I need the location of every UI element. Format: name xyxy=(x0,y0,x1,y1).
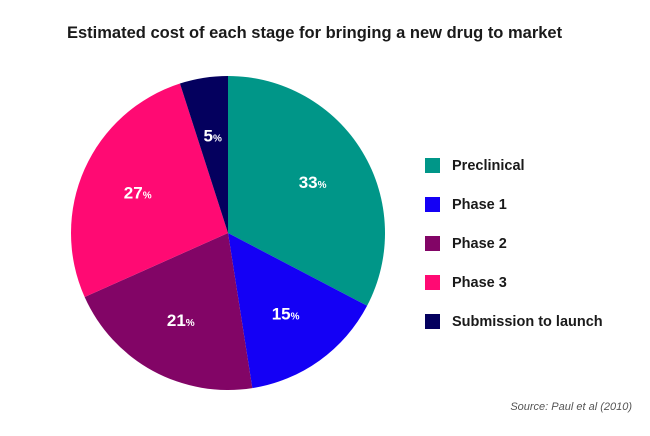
pie-slice-phase-1[interactable] xyxy=(228,233,368,389)
legend-item-phase-2[interactable]: Phase 2 xyxy=(425,224,640,263)
legend-label: Phase 2 xyxy=(452,235,507,252)
slice-value-label-submission-to-launch: 5% xyxy=(203,126,221,145)
pie-slices xyxy=(70,76,385,391)
pie-slice-phase-3[interactable] xyxy=(70,83,229,298)
legend-label: Preclinical xyxy=(452,157,525,174)
legend-swatch-preclinical xyxy=(425,158,440,173)
legend-item-submission-to-launch[interactable]: Submission to launch xyxy=(425,302,640,341)
legend-swatch-phase-2 xyxy=(425,236,440,251)
pie-slice-phase-2[interactable] xyxy=(84,233,253,391)
source-note: Source: Paul et al (2010) xyxy=(510,401,632,413)
legend-swatch-submission-to-launch xyxy=(425,314,440,329)
slice-value-label-phase-3: 27% xyxy=(124,184,152,203)
legend-swatch-phase-1 xyxy=(425,197,440,212)
slice-value-label-phase-1: 15% xyxy=(272,304,300,323)
pie-slice-labels: 33% 15% 21% 27% 5% xyxy=(124,126,327,330)
legend-swatch-phase-3 xyxy=(425,275,440,290)
pie-slice-preclinical[interactable] xyxy=(228,76,385,306)
legend-label: Submission to launch xyxy=(452,313,603,330)
slice-value-label-phase-2: 21% xyxy=(167,311,195,330)
chart-title: Estimated cost of each stage for bringin… xyxy=(67,24,563,42)
slice-value-label-preclinical: 33% xyxy=(299,173,327,192)
legend-label: Phase 1 xyxy=(452,196,507,213)
pie-slice-submission-to-launch[interactable] xyxy=(179,76,228,233)
legend-item-preclinical[interactable]: Preclinical xyxy=(425,146,640,185)
legend-item-phase-1[interactable]: Phase 1 xyxy=(425,185,640,224)
legend-item-phase-3[interactable]: Phase 3 xyxy=(425,263,640,302)
legend: Preclinical Phase 1 Phase 2 Phase 3 Subm… xyxy=(425,146,640,341)
legend-label: Phase 3 xyxy=(452,274,507,291)
